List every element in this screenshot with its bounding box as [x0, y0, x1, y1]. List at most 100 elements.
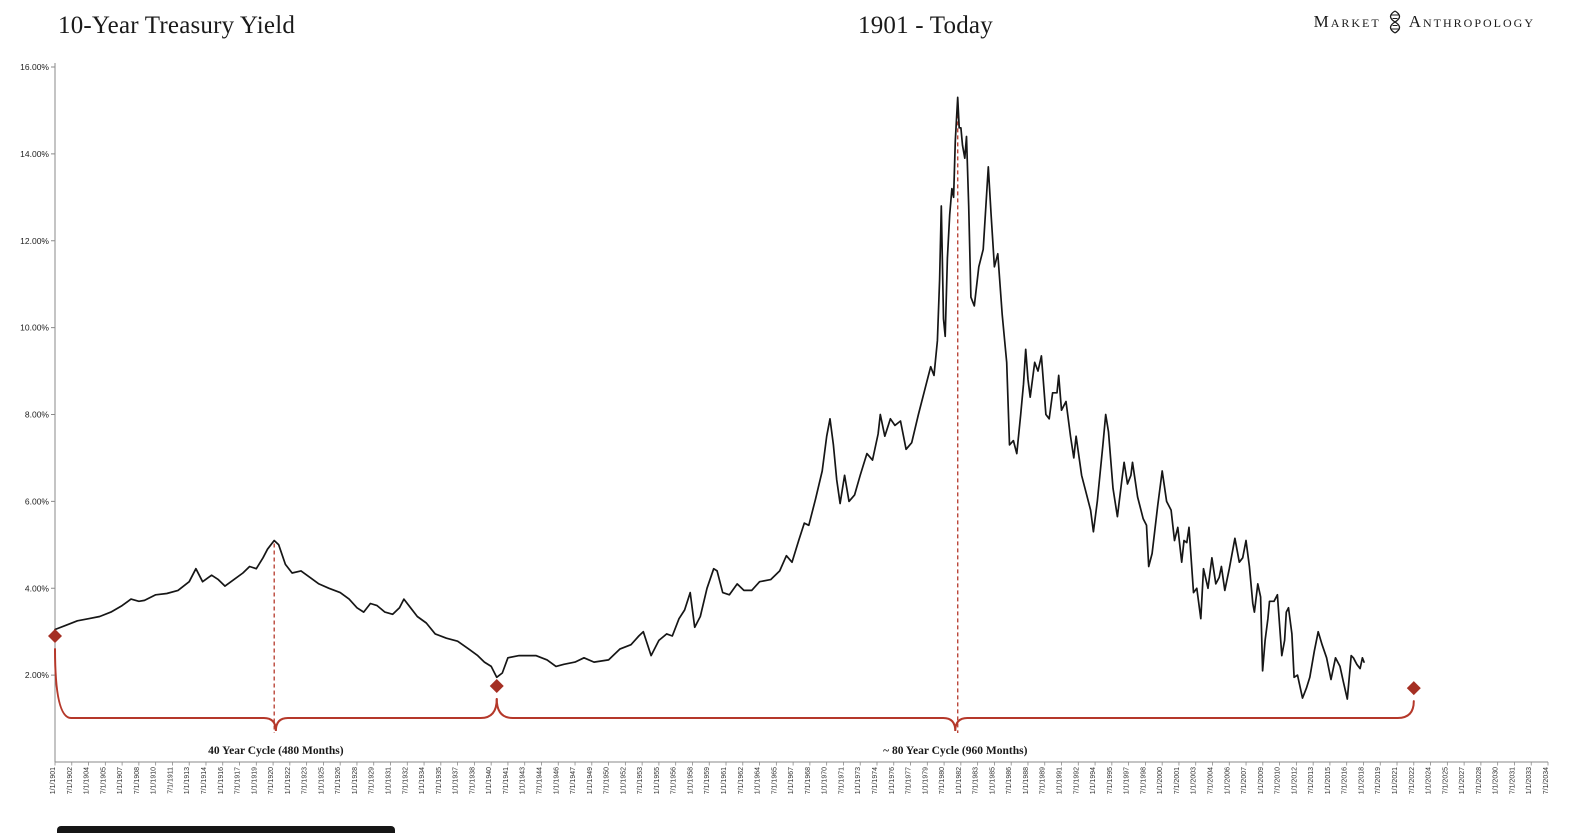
- x-tick-label: 7/1/2016: [1342, 767, 1349, 794]
- y-tick-label: 16.00%: [20, 62, 49, 72]
- x-tick-label: 7/1/1959: [704, 767, 711, 794]
- x-tick-label: 1/1/1913: [184, 767, 191, 794]
- x-tick-label: 1/1/1919: [251, 767, 258, 794]
- yield-line: [54, 96, 1365, 700]
- x-tick-label: 1/1/2030: [1493, 767, 1500, 794]
- x-tick-label: 7/1/1965: [771, 767, 778, 794]
- x-tick-label: 1/1/1979: [922, 767, 929, 794]
- x-tick-label: 7/1/1902: [67, 767, 74, 794]
- x-tick-label: 1/1/1904: [84, 767, 91, 794]
- x-tick-label: 1/1/1949: [587, 767, 594, 794]
- x-tick-label: 1/1/2006: [1224, 767, 1231, 794]
- y-axis-ticks: 16.00% 14.00% 12.00% 10.00% 8.00% 6.00% 4.00% 2…: [20, 62, 55, 680]
- x-tick-label: 7/1/2013: [1308, 767, 1315, 794]
- x-tick-label: 1/1/2027: [1459, 767, 1466, 794]
- x-tick-label: 1/1/1931: [386, 767, 393, 794]
- x-tick-label: 7/1/1908: [134, 767, 141, 794]
- x-tick-label: 7/1/1995: [1107, 767, 1114, 794]
- x-tick-label: 1/1/2009: [1258, 767, 1265, 794]
- x-tick-label: 1/1/1907: [117, 767, 124, 794]
- x-tick-label: 1/1/1967: [788, 767, 795, 794]
- cycle-brace: [54, 648, 498, 732]
- x-tick-label: 7/1/2028: [1476, 767, 1483, 794]
- y-tick-label: 12.00%: [20, 236, 49, 246]
- x-tick-label: 1/1/1937: [453, 767, 460, 794]
- x-tick-label: 7/1/1950: [604, 767, 611, 794]
- x-tick-label: 7/1/1956: [671, 767, 678, 794]
- x-tick-label: 1/1/2018: [1359, 767, 1366, 794]
- x-tick-label: 1/1/1955: [654, 767, 661, 794]
- x-tick-label: 7/1/1974: [872, 767, 879, 794]
- x-tick-label: 7/1/1962: [738, 767, 745, 794]
- y-tick-label: 2.00%: [25, 670, 50, 680]
- cycle-label: ~ 80 Year Cycle (960 Months): [883, 745, 1027, 757]
- x-tick-label: 1/1/1997: [1124, 767, 1131, 794]
- x-tick-label: 7/1/1923: [302, 767, 309, 794]
- x-tick-label: 1/1/1946: [553, 767, 560, 794]
- x-tick-label: 1/1/1964: [755, 767, 762, 794]
- x-tick-label: 1/1/1916: [218, 767, 225, 794]
- cycle-diamond-marker: [489, 678, 504, 693]
- brand-logo: Market Anthropology: [1314, 10, 1535, 34]
- x-tick-label: 7/1/2001: [1174, 767, 1181, 794]
- x-tick-label: 1/1/1976: [889, 767, 896, 794]
- x-tick-label: 1/1/2024: [1426, 767, 1433, 794]
- cycle-diamond-marker: [48, 629, 62, 644]
- x-tick-label: 7/1/2025: [1442, 767, 1449, 794]
- x-tick-label: 7/1/1911: [167, 767, 174, 794]
- x-tick-label: 7/1/2031: [1509, 767, 1516, 794]
- x-tick-label: 1/1/1925: [318, 767, 325, 794]
- x-tick-label: 1/1/1973: [855, 767, 862, 794]
- cycle-label: 40 Year Cycle (480 Months): [208, 745, 344, 757]
- x-tick-label: 1/1/1958: [688, 767, 695, 794]
- x-tick-label: 1/1/1982: [956, 767, 963, 794]
- x-tick-label: 1/1/2033: [1526, 767, 1533, 794]
- window-edge-artifact: [57, 826, 395, 833]
- x-tick-label: 1/1/1970: [822, 767, 829, 794]
- brand-word-market: Market: [1313, 12, 1381, 31]
- x-tick-label: 1/1/2003: [1191, 767, 1198, 794]
- x-tick-label: 7/1/1992: [1073, 767, 1080, 794]
- x-tick-label: 7/1/1980: [939, 767, 946, 794]
- x-tick-label: 7/1/1917: [235, 767, 242, 794]
- x-tick-label: 7/1/1944: [537, 767, 544, 794]
- x-axis-ticks: 1/1/1901 7/1/1902 1/1/1904 7/1/1905 1/1/1907…: [50, 762, 1550, 794]
- x-tick-label: 1/1/1994: [1090, 767, 1097, 794]
- y-tick-label: 10.00%: [20, 323, 49, 333]
- x-tick-label: 7/1/1968: [805, 767, 812, 794]
- x-tick-label: 7/1/1983: [973, 767, 980, 794]
- x-tick-label: 7/1/1986: [1006, 767, 1013, 794]
- x-tick-label: 1/1/1943: [520, 767, 527, 794]
- x-tick-label: 7/1/2019: [1375, 767, 1382, 794]
- x-tick-label: 7/1/1953: [637, 767, 644, 794]
- y-tick-label: 14.00%: [20, 149, 49, 159]
- x-tick-label: 1/1/2015: [1325, 767, 1332, 794]
- x-tick-label: 7/1/1989: [1040, 767, 1047, 794]
- x-tick-label: 1/1/1934: [419, 767, 426, 794]
- x-tick-label: 7/1/1941: [503, 767, 510, 794]
- y-tick-label: 4.00%: [25, 583, 50, 593]
- cycle-diamond-marker: [1406, 681, 1421, 696]
- x-tick-label: 1/1/1910: [151, 767, 158, 794]
- cycle-brace: [495, 697, 1415, 732]
- x-tick-label: 7/1/1905: [100, 767, 107, 794]
- x-tick-label: 1/1/1952: [620, 767, 627, 794]
- x-tick-label: 1/1/1961: [721, 767, 728, 794]
- x-tick-label: 7/1/2022: [1409, 767, 1416, 794]
- x-tick-label: 7/1/1932: [402, 767, 409, 794]
- x-tick-label: 7/1/1998: [1140, 767, 1147, 794]
- x-tick-label: 1/1/1922: [285, 767, 292, 794]
- x-tick-label: 7/1/1947: [570, 767, 577, 794]
- x-tick-label: 7/1/1914: [201, 767, 208, 794]
- x-tick-label: 1/1/1988: [1023, 767, 1030, 794]
- y-tick-label: 8.00%: [25, 410, 50, 420]
- x-tick-label: 7/1/1938: [469, 767, 476, 794]
- x-tick-label: 7/1/1920: [268, 767, 275, 794]
- x-tick-label: 7/1/2004: [1208, 767, 1215, 794]
- x-tick-label: 1/1/2012: [1291, 767, 1298, 794]
- x-tick-label: 7/1/1935: [436, 767, 443, 794]
- x-tick-label: 1/1/1928: [352, 767, 359, 794]
- dna-helix-icon: [1389, 10, 1400, 34]
- x-tick-label: 1/1/1991: [1057, 767, 1064, 794]
